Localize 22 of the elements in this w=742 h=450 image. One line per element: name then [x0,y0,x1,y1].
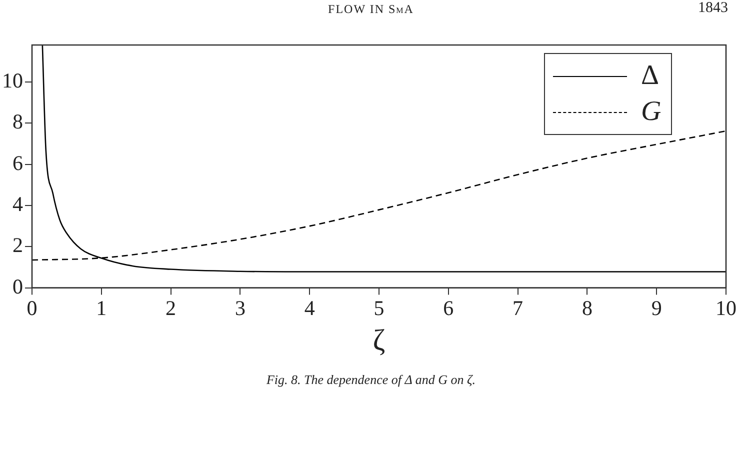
text: 1843 [698,0,728,17]
x-tick-label: 10 [716,296,736,320]
x-tick-label: 9 [651,296,662,320]
x-tick-label: 1 [96,296,107,320]
y-tick-label: 6 [12,150,23,175]
x-tick-label: 2 [166,296,176,320]
text: FLOW IN SmA [328,2,414,16]
caption: Fig. 8. The dependence of Δ and G on ζ. [265,372,477,388]
legend-label: G [641,96,662,128]
y-tick-label: 4 [12,192,24,216]
x-tick-label: 5 [374,296,384,320]
x-tick-label: 3 [234,296,246,320]
y-tick-label: 2 [12,233,23,258]
x-tick-label: 6 [443,296,454,320]
y-tick-label: 10 [2,68,23,93]
x-tick-label: 7 [512,296,524,320]
x-axis-title: ζ [372,324,386,357]
x-tick-label: 4 [304,296,316,320]
legend-label: Δ [641,60,660,92]
y-tick-label: 8 [12,110,23,134]
x-tick-label: 8 [582,296,592,320]
y-tick-label: 0 [12,274,23,298]
